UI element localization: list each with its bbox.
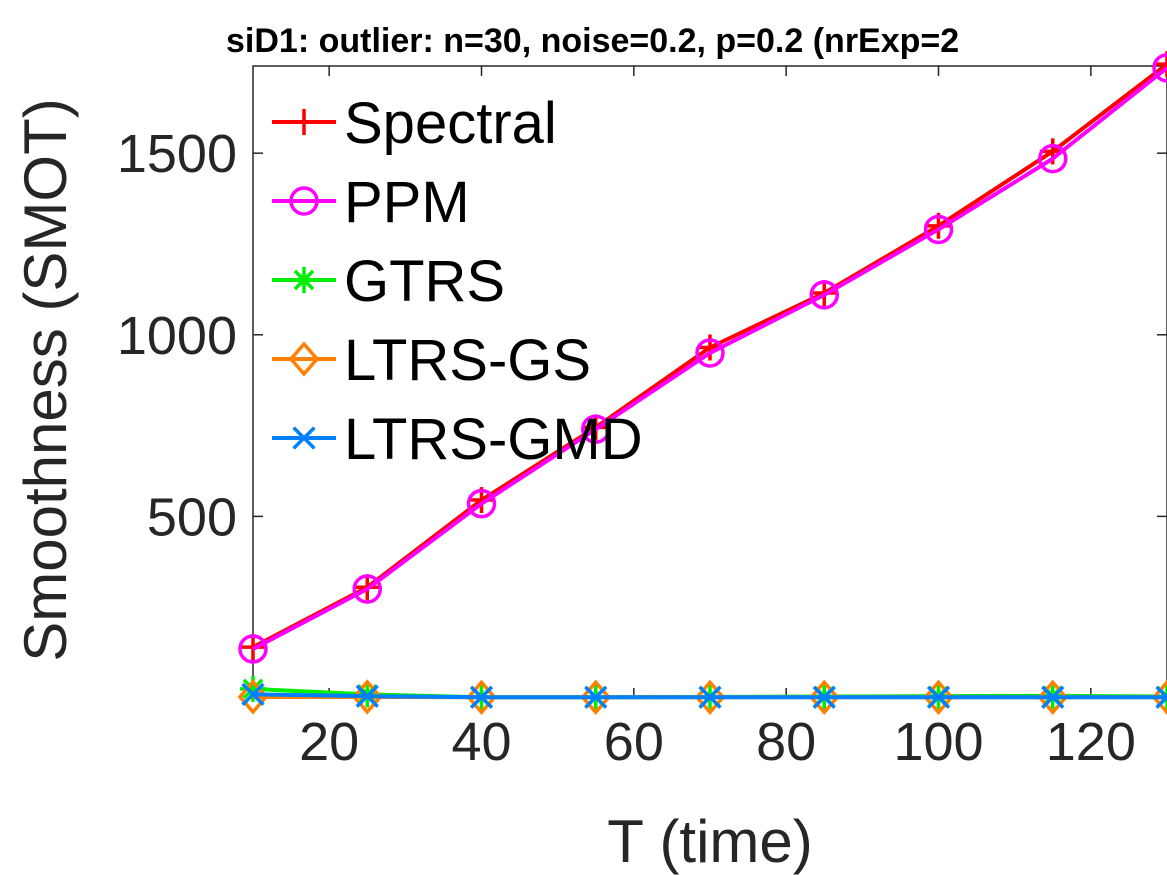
data-point bbox=[809, 280, 839, 310]
data-point bbox=[355, 684, 379, 708]
chart-title: siD1: outlier: n=30, noise=0.2, p=0.2 (n… bbox=[226, 22, 959, 60]
data-point bbox=[584, 685, 608, 709]
data-point bbox=[812, 685, 836, 709]
data-point bbox=[237, 679, 269, 715]
data-point bbox=[694, 679, 726, 715]
legend-item: GTRS bbox=[272, 249, 505, 314]
series-line bbox=[252, 66, 1167, 651]
series-layer bbox=[237, 51, 1167, 715]
x-tick-label: 40 bbox=[451, 712, 511, 772]
data-point bbox=[1151, 679, 1167, 715]
axes: 20 40 60 80 100 120 500 1000 1500 bbox=[117, 65, 1167, 772]
data-point bbox=[466, 679, 497, 715]
data-point bbox=[923, 214, 954, 245]
legend-label: LTRS-GMD bbox=[344, 407, 643, 472]
data-point bbox=[1154, 51, 1167, 78]
legend-label: GTRS bbox=[344, 249, 505, 314]
data-point bbox=[581, 414, 611, 444]
data-point bbox=[241, 682, 265, 707]
data-point bbox=[698, 685, 722, 709]
legend-marker bbox=[289, 186, 319, 216]
series-ppm bbox=[238, 53, 1167, 664]
legend-item: LTRS-GMD bbox=[272, 407, 643, 472]
x-tick-label: 100 bbox=[893, 712, 983, 772]
legend-label: PPM bbox=[344, 170, 470, 235]
data-point bbox=[1041, 685, 1065, 709]
y-axis-label: Smoothness (SMOT) bbox=[12, 98, 79, 661]
legend-item: LTRS-GS bbox=[272, 328, 591, 393]
x-axis-label: T (time) bbox=[607, 808, 813, 875]
data-point bbox=[926, 685, 951, 709]
legend-item: Spectral bbox=[272, 91, 557, 156]
legend-marker bbox=[292, 426, 316, 450]
data-point bbox=[1037, 679, 1069, 715]
y-tick-label: 1000 bbox=[117, 306, 237, 366]
x-tick-label: 60 bbox=[604, 712, 664, 772]
data-point bbox=[351, 679, 383, 715]
y-tick-label: 1500 bbox=[117, 124, 237, 184]
legend-marker bbox=[291, 109, 317, 135]
data-point bbox=[238, 634, 268, 664]
legend-label: LTRS-GS bbox=[344, 328, 591, 393]
data-point bbox=[695, 338, 725, 368]
y-tick-label: 500 bbox=[147, 487, 237, 547]
data-point bbox=[808, 679, 840, 715]
legend-marker bbox=[288, 341, 320, 377]
data-point bbox=[352, 574, 382, 604]
legend: Spectral PPM GTRS LTRS-GS LTRS-GMD bbox=[272, 91, 643, 472]
data-point bbox=[466, 488, 497, 519]
data-point bbox=[1155, 685, 1167, 709]
x-tick-label: 120 bbox=[1046, 712, 1136, 772]
data-point bbox=[580, 679, 612, 715]
data-point bbox=[923, 679, 954, 715]
series-ltrs-gmd bbox=[241, 682, 1167, 709]
legend-marker bbox=[291, 267, 317, 293]
data-point bbox=[469, 685, 494, 709]
legend-item: PPM bbox=[272, 170, 470, 235]
x-tick-label: 80 bbox=[756, 712, 816, 772]
legend-label: Spectral bbox=[344, 91, 557, 156]
data-point bbox=[1152, 53, 1167, 83]
x-tick-label: 20 bbox=[299, 712, 359, 772]
data-point bbox=[1038, 143, 1068, 174]
